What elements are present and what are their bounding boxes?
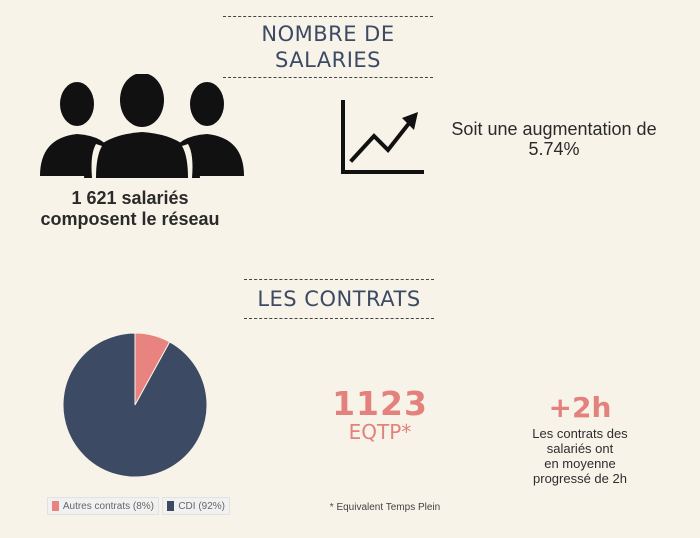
legend-label-autres: Autres contrats (8%) <box>62 500 154 512</box>
hours-line-2: salariés ont <box>546 441 614 456</box>
hours-increase-text: Les contrats des salariés ont en moyenne… <box>520 426 640 486</box>
section-title-contrats: LES CONTRATS <box>244 279 434 319</box>
augmentation-text: Soit une augmentation de 5.74% <box>451 119 657 159</box>
legend-item-autres: Autres contrats (8%) <box>47 497 159 515</box>
salaries-count-text: 1 621 salariés composent le réseau <box>20 188 240 230</box>
legend-item-cdi: CDI (92%) <box>162 497 230 515</box>
eqtp-label: EQTP* <box>348 420 412 444</box>
footnote: * Equivalent Temps Plein <box>329 502 441 513</box>
salaries-line-1: 1 621 salariés <box>71 188 189 208</box>
hours-increase-number: +2h <box>548 391 612 424</box>
section-title-salaries: NOMBRE DE SALARIES <box>223 16 433 78</box>
hours-line-1: Les contrats des <box>532 426 628 441</box>
people-icon <box>40 74 244 178</box>
legend-swatch-cdi <box>167 501 175 511</box>
legend-label-cdi: CDI (92%) <box>178 500 225 512</box>
growth-chart-icon <box>341 100 424 174</box>
contracts-pie-chart <box>62 332 208 478</box>
hours-line-4: progressé de 2h <box>533 471 627 486</box>
hours-line-3: en moyenne <box>544 456 616 471</box>
eqtp-number: 1123 <box>332 384 428 423</box>
pie-slice-cdi <box>62 332 208 478</box>
salaries-line-2: composent le réseau <box>40 209 220 229</box>
legend-swatch-autres <box>52 501 59 511</box>
